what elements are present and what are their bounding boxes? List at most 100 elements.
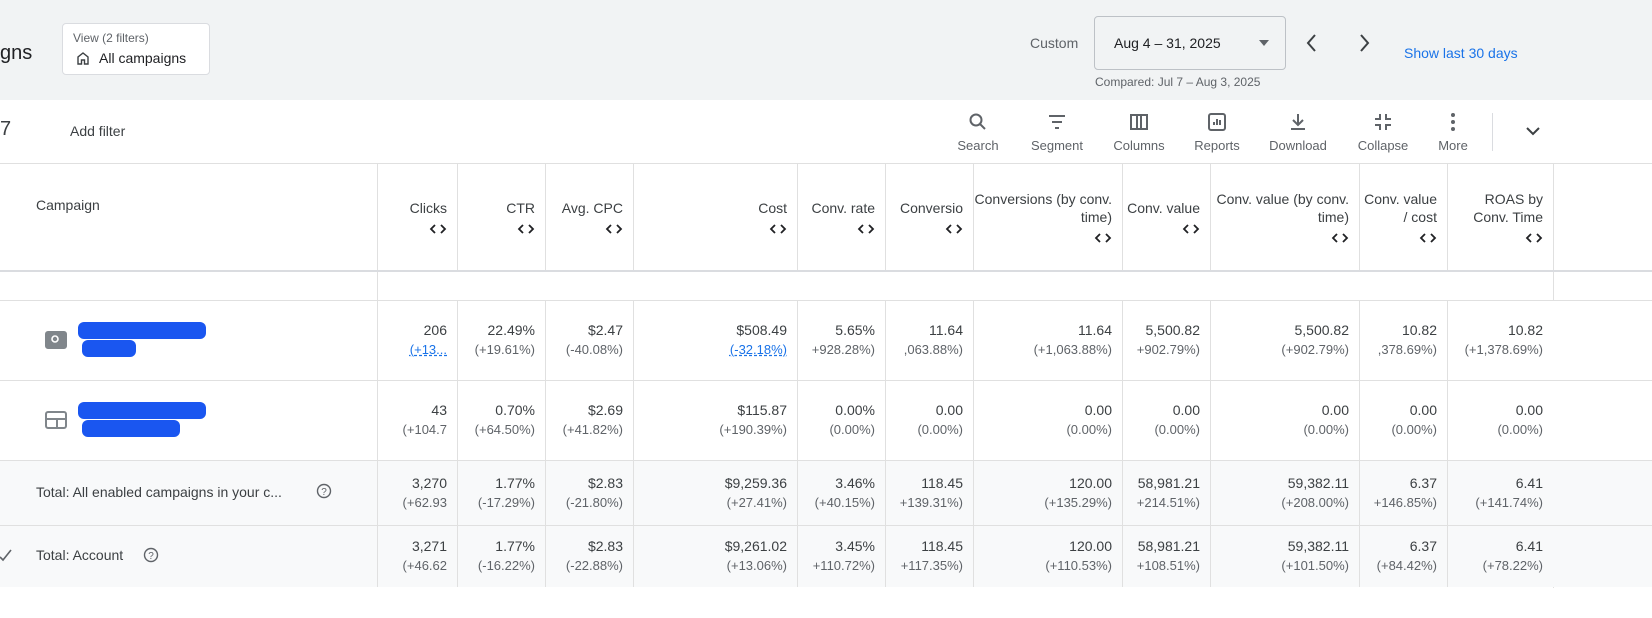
- sort-icon: [1419, 232, 1437, 243]
- cell-change: (0.00%): [829, 422, 875, 437]
- view-value: All campaigns: [99, 50, 187, 66]
- cell-change: (+78.22%): [1482, 558, 1543, 573]
- cell-value: $2.69: [587, 402, 623, 418]
- cell-value: 0.70%: [495, 402, 535, 418]
- table-cell: 206 (+13...: [377, 300, 457, 380]
- column-header-text: Conversions (by conv. time): [974, 190, 1112, 225]
- table-cell: 0.00 (0.00%): [1210, 380, 1359, 460]
- cell-value: 10.82: [1507, 322, 1543, 338]
- cell-value: 206: [423, 322, 447, 338]
- svg-text:?: ?: [148, 551, 154, 562]
- next-button[interactable]: [1357, 33, 1371, 53]
- tool-label: Columns: [1113, 138, 1165, 153]
- table-cell: 0.00 (0.00%): [1359, 380, 1447, 460]
- cell-change: (+19.61%): [474, 342, 535, 357]
- column-header[interactable]: Avg. CPC: [545, 163, 633, 270]
- toolbar-button[interactable]: Search: [943, 108, 1013, 153]
- redacted-name: [82, 340, 136, 357]
- toolbar-button[interactable]: More: [1418, 108, 1488, 153]
- sort-icon: [1331, 232, 1349, 243]
- table-cell: $2.47 (-40.08%): [545, 300, 633, 380]
- cell-change: (0.00%): [1303, 422, 1349, 437]
- toolbar-button[interactable]: Reports: [1182, 108, 1252, 153]
- column-header[interactable]: Conv. rate: [797, 163, 885, 270]
- table-cell: 59,382.11 (+208.00%): [1210, 460, 1359, 525]
- cell-change: (+902.79%): [1281, 342, 1349, 357]
- table-cell: 6.41 (+78.22%): [1447, 525, 1553, 587]
- cell-change: (-16.22%): [477, 558, 535, 573]
- prev-button[interactable]: [1305, 33, 1319, 53]
- help-icon[interactable]: ?: [143, 547, 159, 563]
- table-cell: 11.64 ,063.88%): [885, 300, 973, 380]
- cell-value: 0.00: [1515, 402, 1543, 418]
- column-header-text: Conv. rate: [811, 199, 875, 216]
- tool-label: Segment: [1030, 138, 1084, 153]
- view-label: View (2 filters): [73, 31, 149, 45]
- table-cell: 3,270 (+62.93: [377, 460, 457, 525]
- column-header[interactable]: Conv. value: [1122, 163, 1210, 270]
- cell-value: 43: [431, 402, 447, 418]
- date-picker[interactable]: Aug 4 – 31, 2025: [1094, 16, 1286, 70]
- cell-change: (+135.29%): [1044, 494, 1112, 510]
- cell-value: $9,261.02: [724, 538, 787, 554]
- table-cell: 0.00 (0.00%): [885, 380, 973, 460]
- column-header-text: Conv. value (by conv. time): [1216, 190, 1349, 225]
- expand-toolbar[interactable]: [1525, 126, 1541, 136]
- cell-value: 5,500.82: [1145, 322, 1201, 338]
- svg-text:?: ?: [321, 487, 327, 498]
- sort-icon: [1182, 223, 1200, 234]
- table-cell: $2.83 (-21.80%): [545, 460, 633, 525]
- table-cell: 1.77% (-16.22%): [457, 525, 545, 587]
- redacted-name: [78, 402, 206, 419]
- cell-change: (+1,063.88%): [1033, 342, 1112, 357]
- sort-icon: [1094, 232, 1112, 243]
- column-header[interactable]: Conv. value / cost: [1359, 163, 1447, 270]
- cell-change: +108.51%): [1136, 558, 1200, 573]
- sort-icon: [605, 223, 623, 234]
- row-label: Total: Account: [36, 547, 124, 563]
- column-header[interactable]: ROAS by Conv. Time: [1447, 163, 1553, 270]
- column-header[interactable]: CTR: [457, 163, 545, 270]
- column-header[interactable]: Cost: [633, 163, 797, 270]
- add-filter[interactable]: Add filter: [70, 123, 126, 139]
- tool-icon: [1375, 114, 1391, 130]
- column-header[interactable]: Conv. value (by conv. time): [1210, 163, 1359, 270]
- cell-change: (0.00%): [1391, 422, 1437, 437]
- cell-value: 3,270: [411, 474, 447, 491]
- toolbar-divider: [1492, 113, 1493, 151]
- cell-value: $2.83: [587, 474, 623, 491]
- view-selector[interactable]: View (2 filters) All campaigns: [62, 23, 210, 75]
- campaign-header: Campaign: [36, 197, 100, 213]
- column-header-text: Conv. value / cost: [1364, 190, 1437, 225]
- compared-range: Compared: Jul 7 – Aug 3, 2025: [1095, 75, 1261, 89]
- toolbar-button[interactable]: Columns: [1104, 108, 1174, 153]
- cell-change: (+141.74%): [1475, 494, 1543, 510]
- cell-value: 22.49%: [487, 322, 535, 338]
- cell-change: +110.72%): [812, 558, 875, 573]
- cell-change: (+13...: [409, 342, 447, 357]
- column-header[interactable]: Clicks: [377, 163, 457, 270]
- column-header[interactable]: Conversio: [885, 163, 973, 270]
- redacted-name: [82, 420, 180, 437]
- toolbar-button[interactable]: Download: [1263, 108, 1333, 153]
- date-mode: Custom: [1030, 35, 1079, 51]
- home-icon: [77, 52, 89, 65]
- dropdown-arrow: [1259, 40, 1269, 46]
- cell-change: (+62.93: [402, 494, 447, 510]
- toolbar-button[interactable]: Segment: [1022, 108, 1092, 153]
- show-last-link[interactable]: Show last 30 days: [1404, 45, 1518, 61]
- top-bar: [0, 0, 1652, 100]
- table-cell: 5.65% +928.28%): [797, 300, 885, 380]
- column-header[interactable]: Conversions (by conv. time): [973, 163, 1122, 270]
- cell-value: 10.82: [1401, 322, 1437, 338]
- tool-icon: [1451, 113, 1455, 131]
- help-icon[interactable]: ?: [316, 483, 332, 499]
- header-top-border: [0, 163, 1652, 164]
- cell-change: ,378.69%): [1377, 342, 1437, 357]
- cell-value: 3.45%: [835, 538, 875, 554]
- table-cell: 0.00 (0.00%): [973, 380, 1122, 460]
- toolbar-button[interactable]: Collapse: [1348, 108, 1418, 153]
- table-cell: 3.46% (+40.15%): [797, 460, 885, 525]
- filter-icon[interactable]: 7: [0, 118, 12, 140]
- table-cell: 3,271 (+46.62: [377, 525, 457, 587]
